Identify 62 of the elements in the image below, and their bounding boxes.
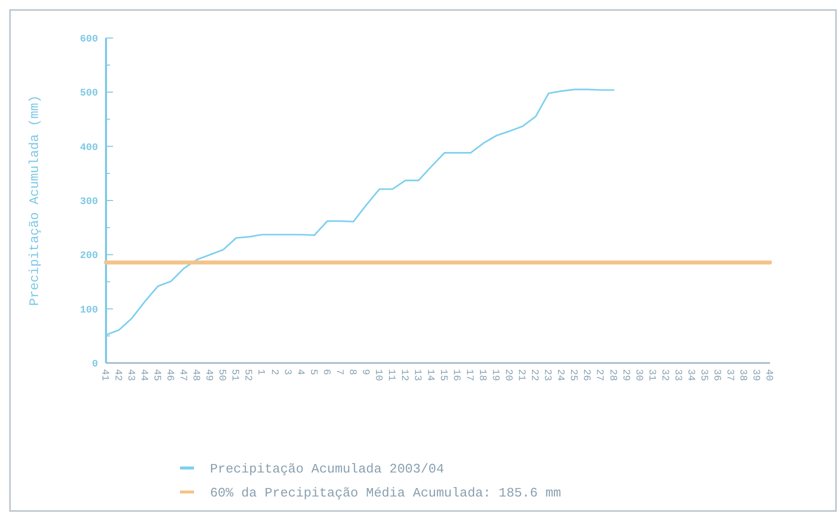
x-tick-label: 44: [138, 369, 149, 382]
x-tick-label: 19: [489, 369, 500, 382]
x-tick-label: 8: [346, 369, 357, 376]
x-tick-label: 41: [98, 369, 110, 382]
x-tick-label: 20: [502, 369, 514, 382]
x-tick-label: 37: [723, 369, 734, 382]
x-tick-label: 15: [437, 369, 448, 382]
x-tick-label: 12: [398, 369, 409, 382]
x-tick-label: 5: [306, 369, 318, 376]
x-tick-label: 10: [372, 369, 383, 382]
x-tick-label: 46: [164, 369, 175, 382]
x-tick-label: 23: [541, 369, 552, 382]
y-tick-label: 400: [80, 142, 98, 154]
legend-label: 60% da Precipitação Média Acumulada: 185.6 mm: [210, 486, 562, 501]
x-tick-label: 4: [294, 369, 305, 376]
y-tick-label: 100: [80, 305, 98, 316]
x-tick-label: 22: [528, 369, 540, 382]
y-tick-label: 200: [80, 251, 98, 262]
x-tick-label: 50: [216, 369, 227, 382]
x-tick-label: 36: [710, 369, 722, 382]
x-tick-label: 45: [150, 369, 162, 382]
x-tick-label: 9: [358, 369, 370, 376]
legend-label: Precipitação Acumulada 2003/04: [210, 462, 444, 477]
x-tick-label: 17: [463, 369, 474, 382]
x-tick-label: 11: [384, 369, 396, 382]
x-tick-label: 21: [515, 369, 526, 382]
x-tick-label: 49: [202, 369, 214, 382]
x-tick-label: 51: [228, 369, 240, 382]
x-tick-label: 40: [762, 369, 774, 382]
y-tick-label: 600: [80, 34, 98, 46]
x-tick-label: 38: [736, 369, 748, 382]
x-tick-label: 39: [749, 369, 760, 382]
x-tick-label: 2: [268, 369, 279, 376]
x-tick-label: 47: [176, 369, 188, 382]
x-tick-label: 18: [476, 369, 488, 382]
x-tick-label: 52: [242, 369, 253, 382]
x-tick-label: 24: [554, 369, 566, 382]
x-tick-label: 48: [190, 369, 201, 382]
x-tick-label: 42: [112, 369, 123, 382]
x-tick-label: 43: [124, 369, 136, 382]
x-tick-label: 1: [254, 369, 266, 376]
x-tick-label: 34: [684, 369, 696, 382]
y-tick-label: 300: [80, 197, 98, 208]
x-tick-label: 31: [645, 369, 656, 382]
y-axis-title: Precipitação Acumulada (mm): [27, 95, 42, 306]
y-tick-label: 0: [92, 360, 98, 370]
x-tick-label: 35: [697, 369, 708, 382]
x-tick-label: 13: [410, 369, 422, 382]
x-tick-label: 33: [671, 369, 682, 382]
x-tick-label: 7: [332, 369, 344, 376]
x-tick-label: 29: [619, 369, 630, 382]
x-tick-label: 27: [593, 369, 604, 382]
x-tick-label: 3: [280, 369, 292, 376]
x-tick-label: 32: [658, 369, 670, 382]
x-tick-label: 14: [424, 369, 435, 382]
y-tick-label: 500: [80, 88, 98, 100]
x-tick-label: 28: [606, 369, 618, 382]
x-tick-label: 16: [450, 369, 462, 382]
x-tick-label: 25: [567, 369, 578, 382]
x-tick-label: 6: [320, 369, 331, 376]
x-tick-label: 30: [632, 369, 644, 382]
x-tick-label: 26: [580, 369, 592, 382]
